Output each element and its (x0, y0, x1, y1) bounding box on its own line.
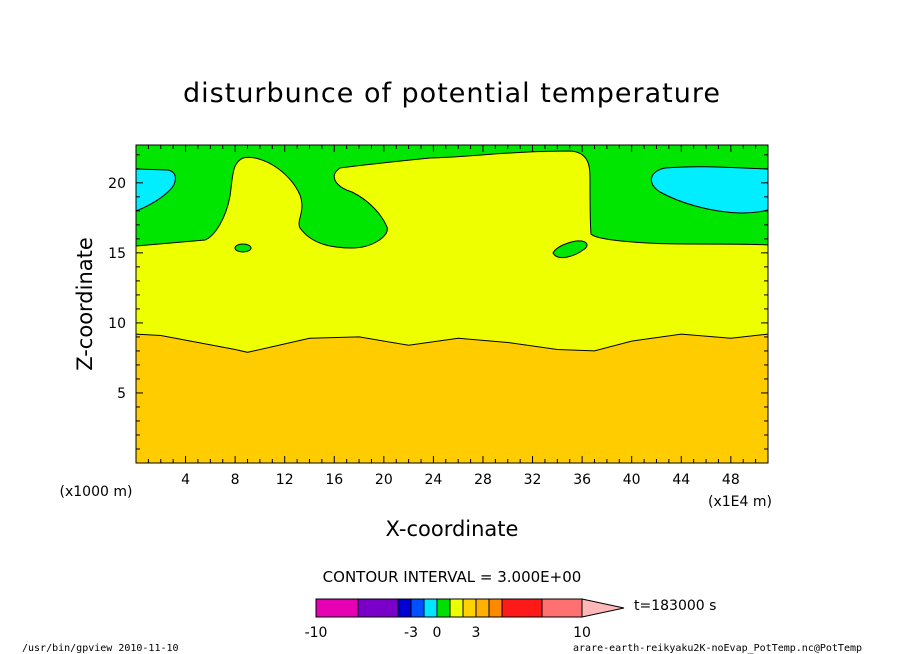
x-tick-label: 24 (424, 472, 442, 488)
upper-band-fill (135, 144, 769, 249)
x-tick-labels: 4 8 12 16 20 24 28 32 36 40 44 48 (181, 472, 740, 488)
y-tick-label: 20 (108, 176, 126, 192)
chart-title: disturbunce of potential temperature (183, 78, 721, 109)
x-tick-label: 16 (325, 472, 343, 488)
x-unit-left: (x1000 m) (60, 484, 133, 500)
green-island-right (552, 240, 588, 259)
y-tick-labels: 5 10 15 20 (108, 176, 126, 402)
colorbar-segment (488, 598, 503, 618)
x-tick-label: 44 (672, 472, 690, 488)
colorbar-labels: -10 -3 0 3 10 (305, 625, 591, 641)
colorbar-segment (541, 598, 583, 618)
x-tick-label: 4 (181, 472, 190, 488)
footer-left: /usr/bin/gpview 2010-11-10 (22, 643, 179, 654)
colorbar-segment (357, 598, 399, 618)
y-tick-label: 15 (108, 246, 126, 262)
plot-frame (135, 144, 769, 464)
footer-right: arare-earth-reikyaku2K-noEvap_PotTemp.nc… (573, 643, 862, 654)
colorbar-segment (462, 598, 477, 618)
x-axis-label: X-coordinate (386, 517, 519, 541)
colorbar (315, 598, 625, 618)
x-tick-label: 32 (524, 472, 542, 488)
colorbar-segment (436, 598, 451, 618)
colorbar-segment (410, 598, 425, 618)
colorbar-label: 3 (472, 625, 481, 641)
cyan-pocket-left (135, 168, 176, 212)
colorbar-segment (449, 598, 464, 618)
lower-contour-line (135, 333, 769, 353)
colorbar-label: -10 (305, 625, 328, 641)
colorbar-label: -3 (404, 625, 418, 641)
plot-area (135, 144, 769, 464)
colorbar-segment (475, 598, 490, 618)
colorbar-segment (397, 598, 412, 618)
colorbar-segment (315, 598, 359, 618)
x-tick-label: 8 (231, 472, 240, 488)
x-tick-label: 48 (722, 472, 740, 488)
colorbar-segment (501, 598, 543, 618)
colorbar-extension (581, 598, 625, 618)
y-tick-label: 10 (108, 316, 126, 332)
x-tick-label: 40 (623, 472, 641, 488)
colorbar-label: 10 (573, 625, 591, 641)
axis-ticks (136, 145, 768, 463)
y-axis-label: Z-coordinate (73, 237, 97, 371)
y-tick-label: 5 (117, 386, 126, 402)
x-tick-label: 20 (375, 472, 393, 488)
time-label: t=183000 s (634, 598, 716, 614)
cyan-pocket-right (650, 166, 769, 214)
x-tick-label: 28 (474, 472, 492, 488)
colorbar-segment (423, 598, 438, 618)
x-unit-right: (x1E4 m) (708, 494, 772, 510)
contour-interval-text: CONTOUR INTERVAL = 3.000E+00 (323, 568, 582, 586)
x-tick-label: 12 (276, 472, 294, 488)
x-tick-label: 36 (573, 472, 591, 488)
colorbar-label: 0 (433, 625, 442, 641)
green-island-left (234, 243, 252, 253)
